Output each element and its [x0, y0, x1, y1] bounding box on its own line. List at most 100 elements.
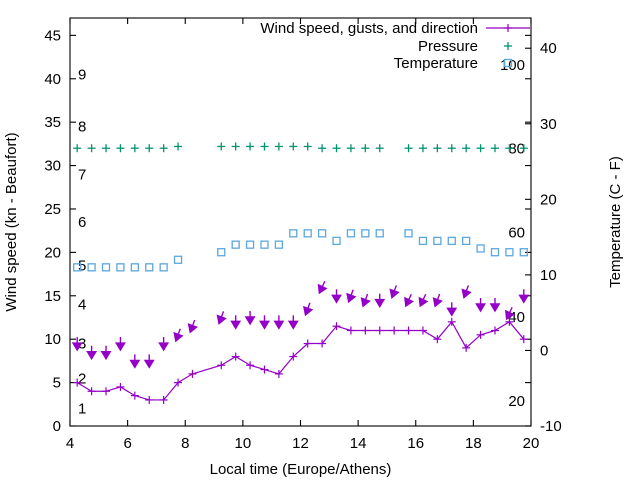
temperature-marker — [173, 255, 183, 264]
x-tick-label: 6 — [123, 435, 131, 452]
y-tick-label: 10 — [44, 331, 61, 348]
wind-direction-arrow — [446, 307, 458, 317]
temperature-marker — [87, 263, 96, 272]
x-tick-label: 12 — [292, 435, 309, 452]
temperature-marker — [260, 240, 269, 249]
y-tick-label: 20 — [44, 244, 61, 261]
y2-tick-label: 0 — [540, 342, 548, 359]
beaufort-label: 6 — [78, 214, 86, 231]
y2-tick-label: 40 — [540, 40, 557, 57]
wind-direction-arrow — [432, 297, 443, 308]
fahrenheit-label: 60 — [508, 225, 525, 242]
y-tick-label: 35 — [44, 114, 61, 131]
x-tick-label: 4 — [66, 435, 74, 452]
x-tick-label: 14 — [350, 435, 367, 452]
wind-direction-arrow — [244, 316, 256, 326]
wind-direction-arrow — [114, 342, 126, 352]
y2-tick-label: 10 — [540, 267, 557, 284]
y-tick-label: 25 — [44, 201, 61, 218]
wind-speed-line — [76, 320, 525, 401]
temperature-marker — [245, 240, 255, 249]
temperature-marker — [145, 263, 154, 272]
temperature-marker — [231, 240, 240, 249]
wind-direction-arrow — [143, 359, 155, 369]
y2-axis-title: Temperature (C - F) — [607, 156, 624, 288]
temperature-marker — [346, 229, 356, 238]
temperature-marker — [101, 263, 111, 272]
temperature-marker — [462, 236, 471, 246]
y2-tick-label: 30 — [540, 116, 557, 133]
fahrenheit-label: 80 — [508, 141, 525, 158]
wind-direction-arrow — [129, 359, 141, 369]
wind-direction-arrow — [504, 309, 515, 321]
x-tick-label: 20 — [523, 435, 540, 452]
legend-label-pressure: Pressure — [418, 38, 478, 55]
wind-direction-arrow — [360, 297, 371, 308]
temperature-marker — [317, 229, 327, 238]
fahrenheit-label: 20 — [508, 393, 525, 410]
y-tick-label: 0 — [53, 418, 61, 435]
wind-direction-arrow — [187, 323, 198, 334]
x-axis-title: Local time (Europe/Athens) — [210, 461, 392, 478]
temperature-marker — [274, 240, 284, 249]
wind-direction-arrow — [216, 314, 227, 325]
wind-direction-arrow — [86, 351, 98, 361]
wind-direction-arrow — [230, 320, 242, 330]
beaufort-label: 2 — [78, 370, 86, 387]
y-tick-label: 30 — [44, 158, 61, 175]
x-tick-label: 16 — [407, 435, 424, 452]
y2-tick-label: -10 — [540, 418, 562, 435]
fahrenheit-label: 100 — [500, 57, 525, 74]
temperature-marker — [159, 263, 168, 272]
y-axis-title: Wind speed (kn - Beaufort) — [3, 132, 20, 311]
wind-direction-arrow — [518, 294, 530, 304]
beaufort-label: 8 — [78, 119, 86, 136]
temperature-marker — [73, 263, 82, 272]
beaufort-label: 1 — [78, 401, 86, 418]
y-tick-label: 40 — [44, 71, 61, 88]
x-tick-label: 8 — [181, 435, 189, 452]
beaufort-label: 3 — [78, 336, 86, 353]
wind-direction-arrow — [303, 305, 314, 317]
x-tick-label: 10 — [235, 435, 252, 452]
temperature-marker — [332, 236, 341, 246]
wind-direction-arrow — [331, 294, 342, 304]
temperature-marker — [447, 236, 456, 246]
temperature-marker — [289, 229, 298, 238]
wind-direction-arrow — [404, 296, 414, 308]
y-tick-label: 15 — [44, 288, 61, 305]
wind-direction-arrow — [418, 296, 429, 308]
wind-direction-arrow — [100, 351, 112, 361]
plot-frame — [69, 17, 532, 427]
wind-direction-arrow — [273, 320, 285, 330]
wind-direction-arrow — [489, 303, 501, 313]
y-tick-label: 5 — [53, 375, 61, 392]
wind-direction-arrow — [259, 320, 270, 330]
wind-direction-arrow — [173, 331, 184, 343]
x-tick-label: 18 — [465, 435, 482, 452]
wind-direction-arrow — [287, 320, 299, 330]
temperature-marker — [476, 244, 485, 253]
wind-direction-arrow — [346, 292, 357, 304]
temperature-marker — [404, 229, 413, 238]
wind-direction-arrow — [374, 298, 386, 308]
beaufort-label: 5 — [78, 257, 86, 274]
y2-tick-label: 20 — [540, 191, 557, 208]
beaufort-label: 4 — [78, 296, 86, 313]
temperature-marker — [303, 229, 312, 238]
temperature-marker — [116, 263, 125, 272]
wind-direction-arrow — [389, 288, 400, 299]
wind-direction-arrow — [461, 288, 472, 299]
temperature-marker — [490, 248, 500, 257]
y-tick-label: 45 — [44, 27, 61, 44]
temperature-marker — [217, 248, 226, 257]
wind-direction-arrow — [71, 342, 83, 352]
legend-label-temperature: Temperature — [394, 55, 478, 72]
wind-direction-arrow — [475, 303, 487, 313]
temperature-marker — [375, 229, 384, 238]
temperature-marker — [361, 229, 370, 238]
beaufort-label: 9 — [78, 66, 86, 83]
temperature-marker — [519, 248, 528, 257]
